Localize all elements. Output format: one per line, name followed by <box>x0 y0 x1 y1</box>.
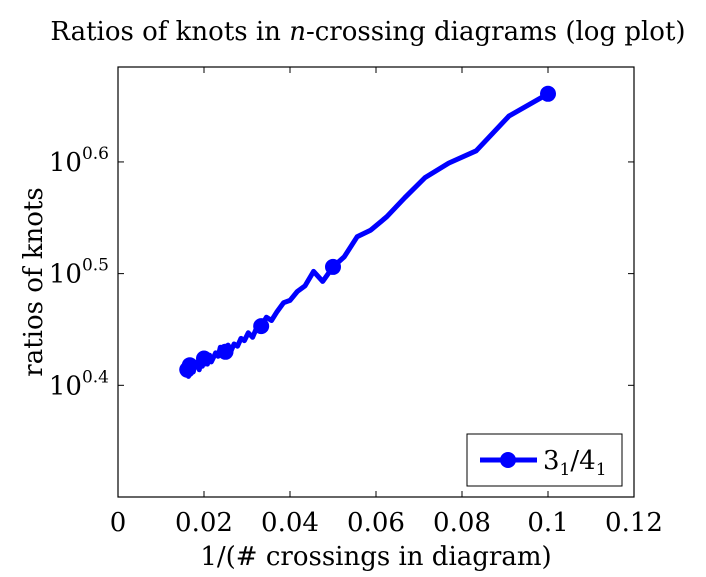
legend-label-mid: /4 <box>570 446 595 476</box>
x-axis-ticks: 0 0.02 0.04 0.06 0.08 0.1 0.12 <box>110 67 663 538</box>
y-axis-ticks: 100.4 100.5 100.6 <box>49 144 634 401</box>
legend-label: 31/41 <box>543 446 607 480</box>
legend-label-sub: 1 <box>560 460 571 480</box>
y-tick-label: 100.5 <box>49 256 109 290</box>
legend: 31/41 <box>466 433 623 487</box>
y-tick-label: 100.4 <box>49 367 109 401</box>
series-line <box>184 91 551 379</box>
series-marker <box>253 318 270 335</box>
series-marker <box>540 85 556 102</box>
y-tick-label: 100.6 <box>49 144 109 178</box>
series-marker <box>196 350 212 367</box>
chart-title-suffix: -crossing diagrams (log plot) <box>306 17 686 47</box>
x-tick-label: 0.06 <box>347 508 405 538</box>
x-axis-label: 1/(# crossings in diagram) <box>200 542 551 572</box>
series-marker <box>217 343 234 360</box>
chart-title-prefix: Ratios of knots in <box>50 17 289 47</box>
plot-frame <box>117 66 635 498</box>
y-axis-label: ratios of knots <box>19 187 49 376</box>
chart-title: Ratios of knots in n-crossing diagrams (… <box>50 17 685 47</box>
x-tick-label: 0.02 <box>175 508 233 538</box>
series-layer <box>179 85 556 379</box>
series-marker <box>179 361 196 378</box>
legend-label-base: 3 <box>543 446 560 476</box>
legend-marker <box>500 452 516 468</box>
x-tick-label: 0 <box>110 508 127 538</box>
x-tick-label: 0.1 <box>527 508 568 538</box>
chart-title-variable: n <box>289 17 306 47</box>
x-tick-label: 0.08 <box>433 508 491 538</box>
legend-label-sub2: 1 <box>596 460 607 480</box>
series-marker <box>325 258 341 275</box>
x-tick-label: 0.12 <box>605 508 663 538</box>
x-tick-label: 0.04 <box>261 508 319 538</box>
